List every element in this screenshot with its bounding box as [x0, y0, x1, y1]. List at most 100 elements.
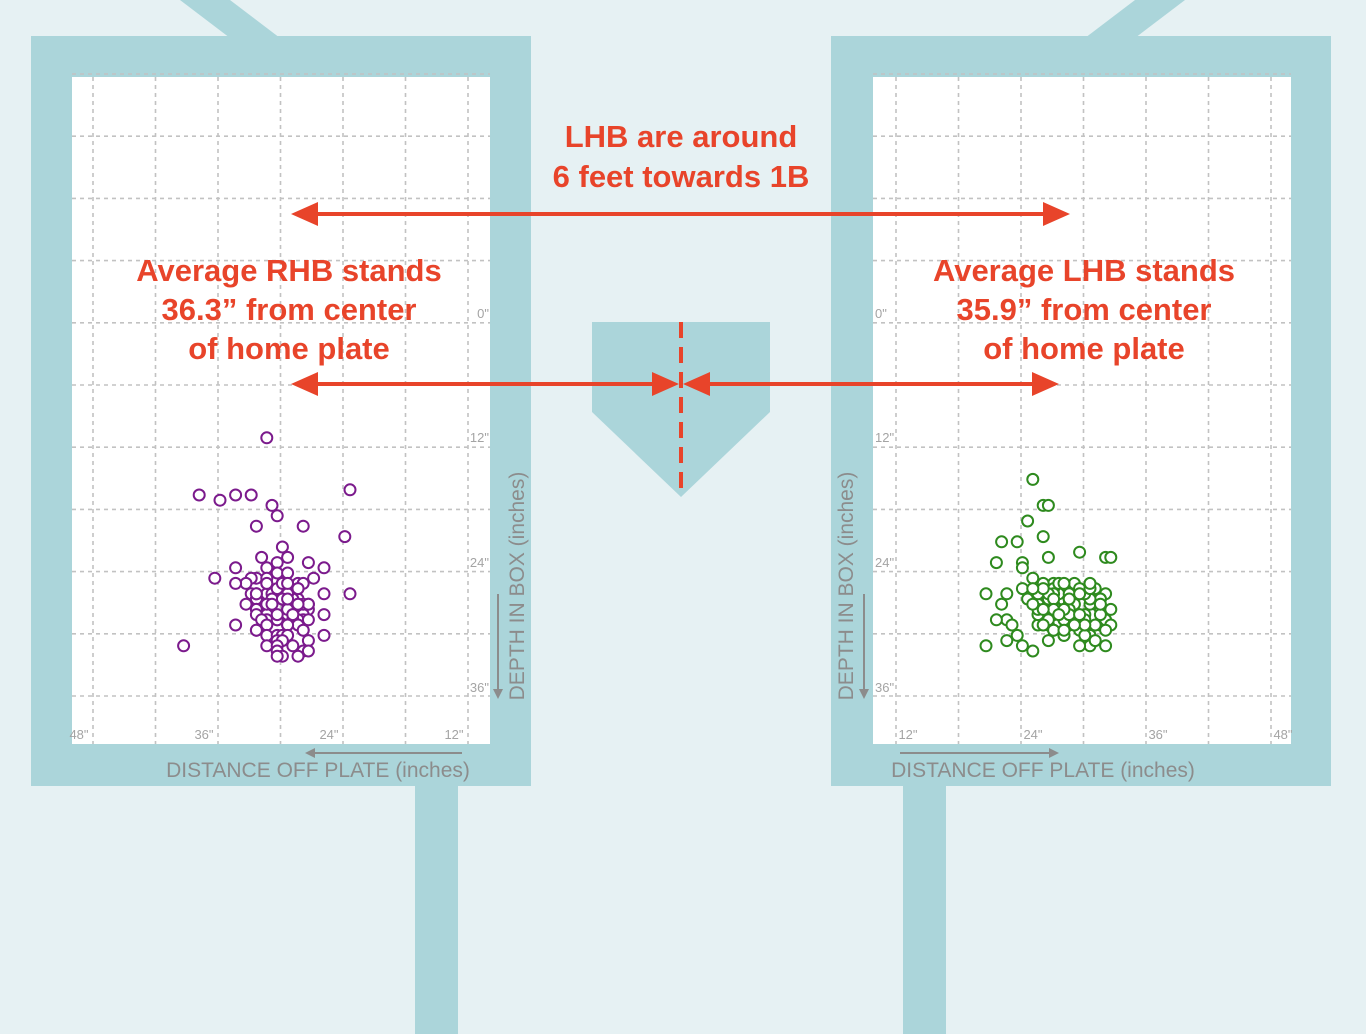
rhb-x-tick: 48" — [69, 727, 88, 742]
lhb-y-tick: 0" — [875, 306, 887, 321]
scatter-point — [1099, 623, 1113, 637]
lhb-x-axis-label: DISTANCE OFF PLATE (inches) — [891, 759, 1195, 782]
rhb-x-tick: 12" — [444, 727, 463, 742]
scatter-point — [1067, 618, 1081, 632]
scatter-point — [1062, 592, 1076, 606]
rhb-box-line-diagonal — [180, 0, 280, 38]
lhb-annotation-line3: of home plate — [983, 331, 1185, 366]
scatter-point — [296, 623, 310, 637]
scatter-point — [301, 644, 315, 658]
lhb-x-axis-arrowhead — [1049, 748, 1059, 758]
scatter-point — [1010, 628, 1024, 642]
scatter-point — [1026, 571, 1040, 585]
scatter-point — [1057, 576, 1071, 590]
scatter-point — [208, 571, 222, 585]
scatter-point — [260, 576, 274, 590]
scatter-point — [1036, 582, 1050, 596]
scatter-point — [989, 556, 1003, 570]
rhb-arrowhead-left — [291, 372, 318, 396]
scatter-point — [1015, 639, 1029, 653]
scatter-point — [343, 483, 357, 497]
scatter-point — [317, 587, 331, 601]
rhb-y-axis-label: DEPTH IN BOX (inches) — [506, 472, 529, 701]
scatter-point — [1015, 561, 1029, 575]
scatter-point — [1000, 587, 1014, 601]
scatter-point — [1041, 550, 1055, 564]
scatter-point — [317, 561, 331, 575]
scatter-point — [1104, 550, 1118, 564]
scatter-point — [1073, 587, 1087, 601]
scatter-point — [338, 530, 352, 544]
scatter-point — [1073, 545, 1087, 559]
lhb-annotation-line2: 35.9” from center — [957, 292, 1212, 327]
scatter-point — [301, 613, 315, 627]
rhb-y-tick: 12" — [470, 430, 489, 445]
scatter-point — [281, 550, 295, 564]
lhb-x-tick: 12" — [898, 727, 917, 742]
rhb-annotation-line2: 36.3” from center — [162, 292, 417, 327]
rhb-arrowhead-right — [652, 372, 679, 396]
scatter-point — [995, 535, 1009, 549]
scatter-point — [1093, 597, 1107, 611]
scatter-point — [1000, 634, 1014, 648]
scatter-point — [265, 498, 279, 512]
top-annotation-line1: LHB are around — [565, 119, 798, 154]
lhb-y-tick: 12" — [875, 430, 894, 445]
scatter-point — [270, 556, 284, 570]
scatter-point — [1078, 628, 1092, 642]
home-plate — [592, 322, 770, 497]
scatter-point — [270, 509, 284, 523]
scatter-point — [213, 493, 227, 507]
scatter-point — [1083, 576, 1097, 590]
scatter-point — [229, 488, 243, 502]
scatter-point — [281, 618, 295, 632]
scatter-point — [192, 488, 206, 502]
scatter-point — [343, 587, 357, 601]
rhb-scatter-series — [177, 431, 357, 663]
scatter-point — [307, 571, 321, 585]
top-arrowhead-right — [1043, 202, 1070, 226]
scatter-point — [1047, 623, 1061, 637]
scatter-point — [1026, 597, 1040, 611]
rhb-y-tick: 0" — [477, 306, 489, 321]
scatter-point — [1036, 602, 1050, 616]
axis-labels: DISTANCE OFF PLATE (inches) DISTANCE OFF… — [166, 472, 1195, 782]
scatter-point — [1057, 623, 1071, 637]
scatter-point — [296, 519, 310, 533]
scatter-point — [1099, 639, 1113, 653]
scatter-point — [1010, 535, 1024, 549]
scatter-point — [260, 431, 274, 445]
scatter-point — [1041, 498, 1055, 512]
rhb-y-tick: 36" — [470, 680, 489, 695]
lhb-box-leg — [903, 780, 946, 1034]
lhb-y-tick: 24" — [875, 555, 894, 570]
scatter-point — [979, 639, 993, 653]
scatter-point — [301, 634, 315, 648]
scatter-point — [1078, 618, 1092, 632]
rhb-x-tick: 36" — [194, 727, 213, 742]
rhb-x-axis-label: DISTANCE OFF PLATE (inches) — [166, 759, 470, 782]
scatter-point — [270, 649, 284, 663]
scatter-point — [1047, 592, 1061, 606]
scatter-point — [249, 519, 263, 533]
lhb-arrowhead-right — [1032, 372, 1059, 396]
rhb-annotation-line1: Average RHB stands — [136, 253, 442, 288]
lhb-x-tick: 36" — [1148, 727, 1167, 742]
scatter-point — [995, 597, 1009, 611]
scatter-point — [275, 540, 289, 554]
scatter-point — [229, 576, 243, 590]
scatter-point — [260, 561, 274, 575]
scatter-point — [1088, 634, 1102, 648]
top-annotation-line2: 6 feet towards 1B — [553, 159, 810, 194]
scatter-point — [1005, 618, 1019, 632]
lhb-scatter-series — [979, 472, 1118, 658]
rhb-y-axis-arrowhead — [493, 689, 503, 699]
scatter-point — [281, 576, 295, 590]
lhb-box-line-diagonal — [1085, 0, 1185, 38]
scatter-point — [291, 649, 305, 663]
scatter-point — [265, 597, 279, 611]
scatter-point — [1036, 530, 1050, 544]
rhb-y-tick: 24" — [470, 555, 489, 570]
scatter-point — [989, 613, 1003, 627]
